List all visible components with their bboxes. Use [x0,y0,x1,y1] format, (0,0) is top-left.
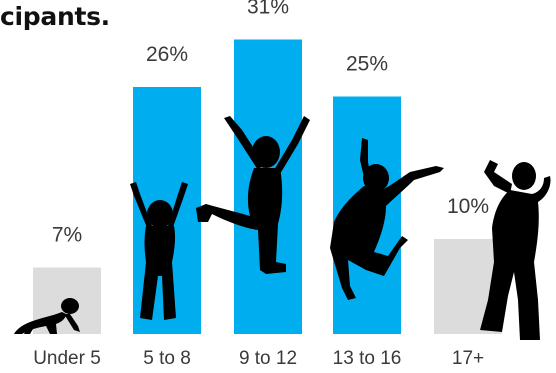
crawling-baby-icon [14,298,80,334]
value-label-4: 10% [447,195,489,218]
cheering-child-icon [130,182,188,320]
category-label-4: 17+ [452,348,484,369]
jumping-child-icon [196,116,310,274]
leaping-teen-icon [330,138,444,300]
silhouettes-group [14,116,551,340]
value-label-2: 31% [247,0,289,19]
category-label-2: 9 to 12 [239,348,297,369]
value-label-1: 26% [146,43,188,66]
chart-title: cipants. [0,2,110,31]
value-label-0: 7% [52,224,82,247]
category-label-1: 5 to 8 [143,348,191,369]
category-label-0: Under 5 [33,348,101,369]
value-label-3: 25% [346,53,388,76]
category-label-3: 13 to 16 [333,348,402,369]
cheering-adult-icon [480,160,551,340]
